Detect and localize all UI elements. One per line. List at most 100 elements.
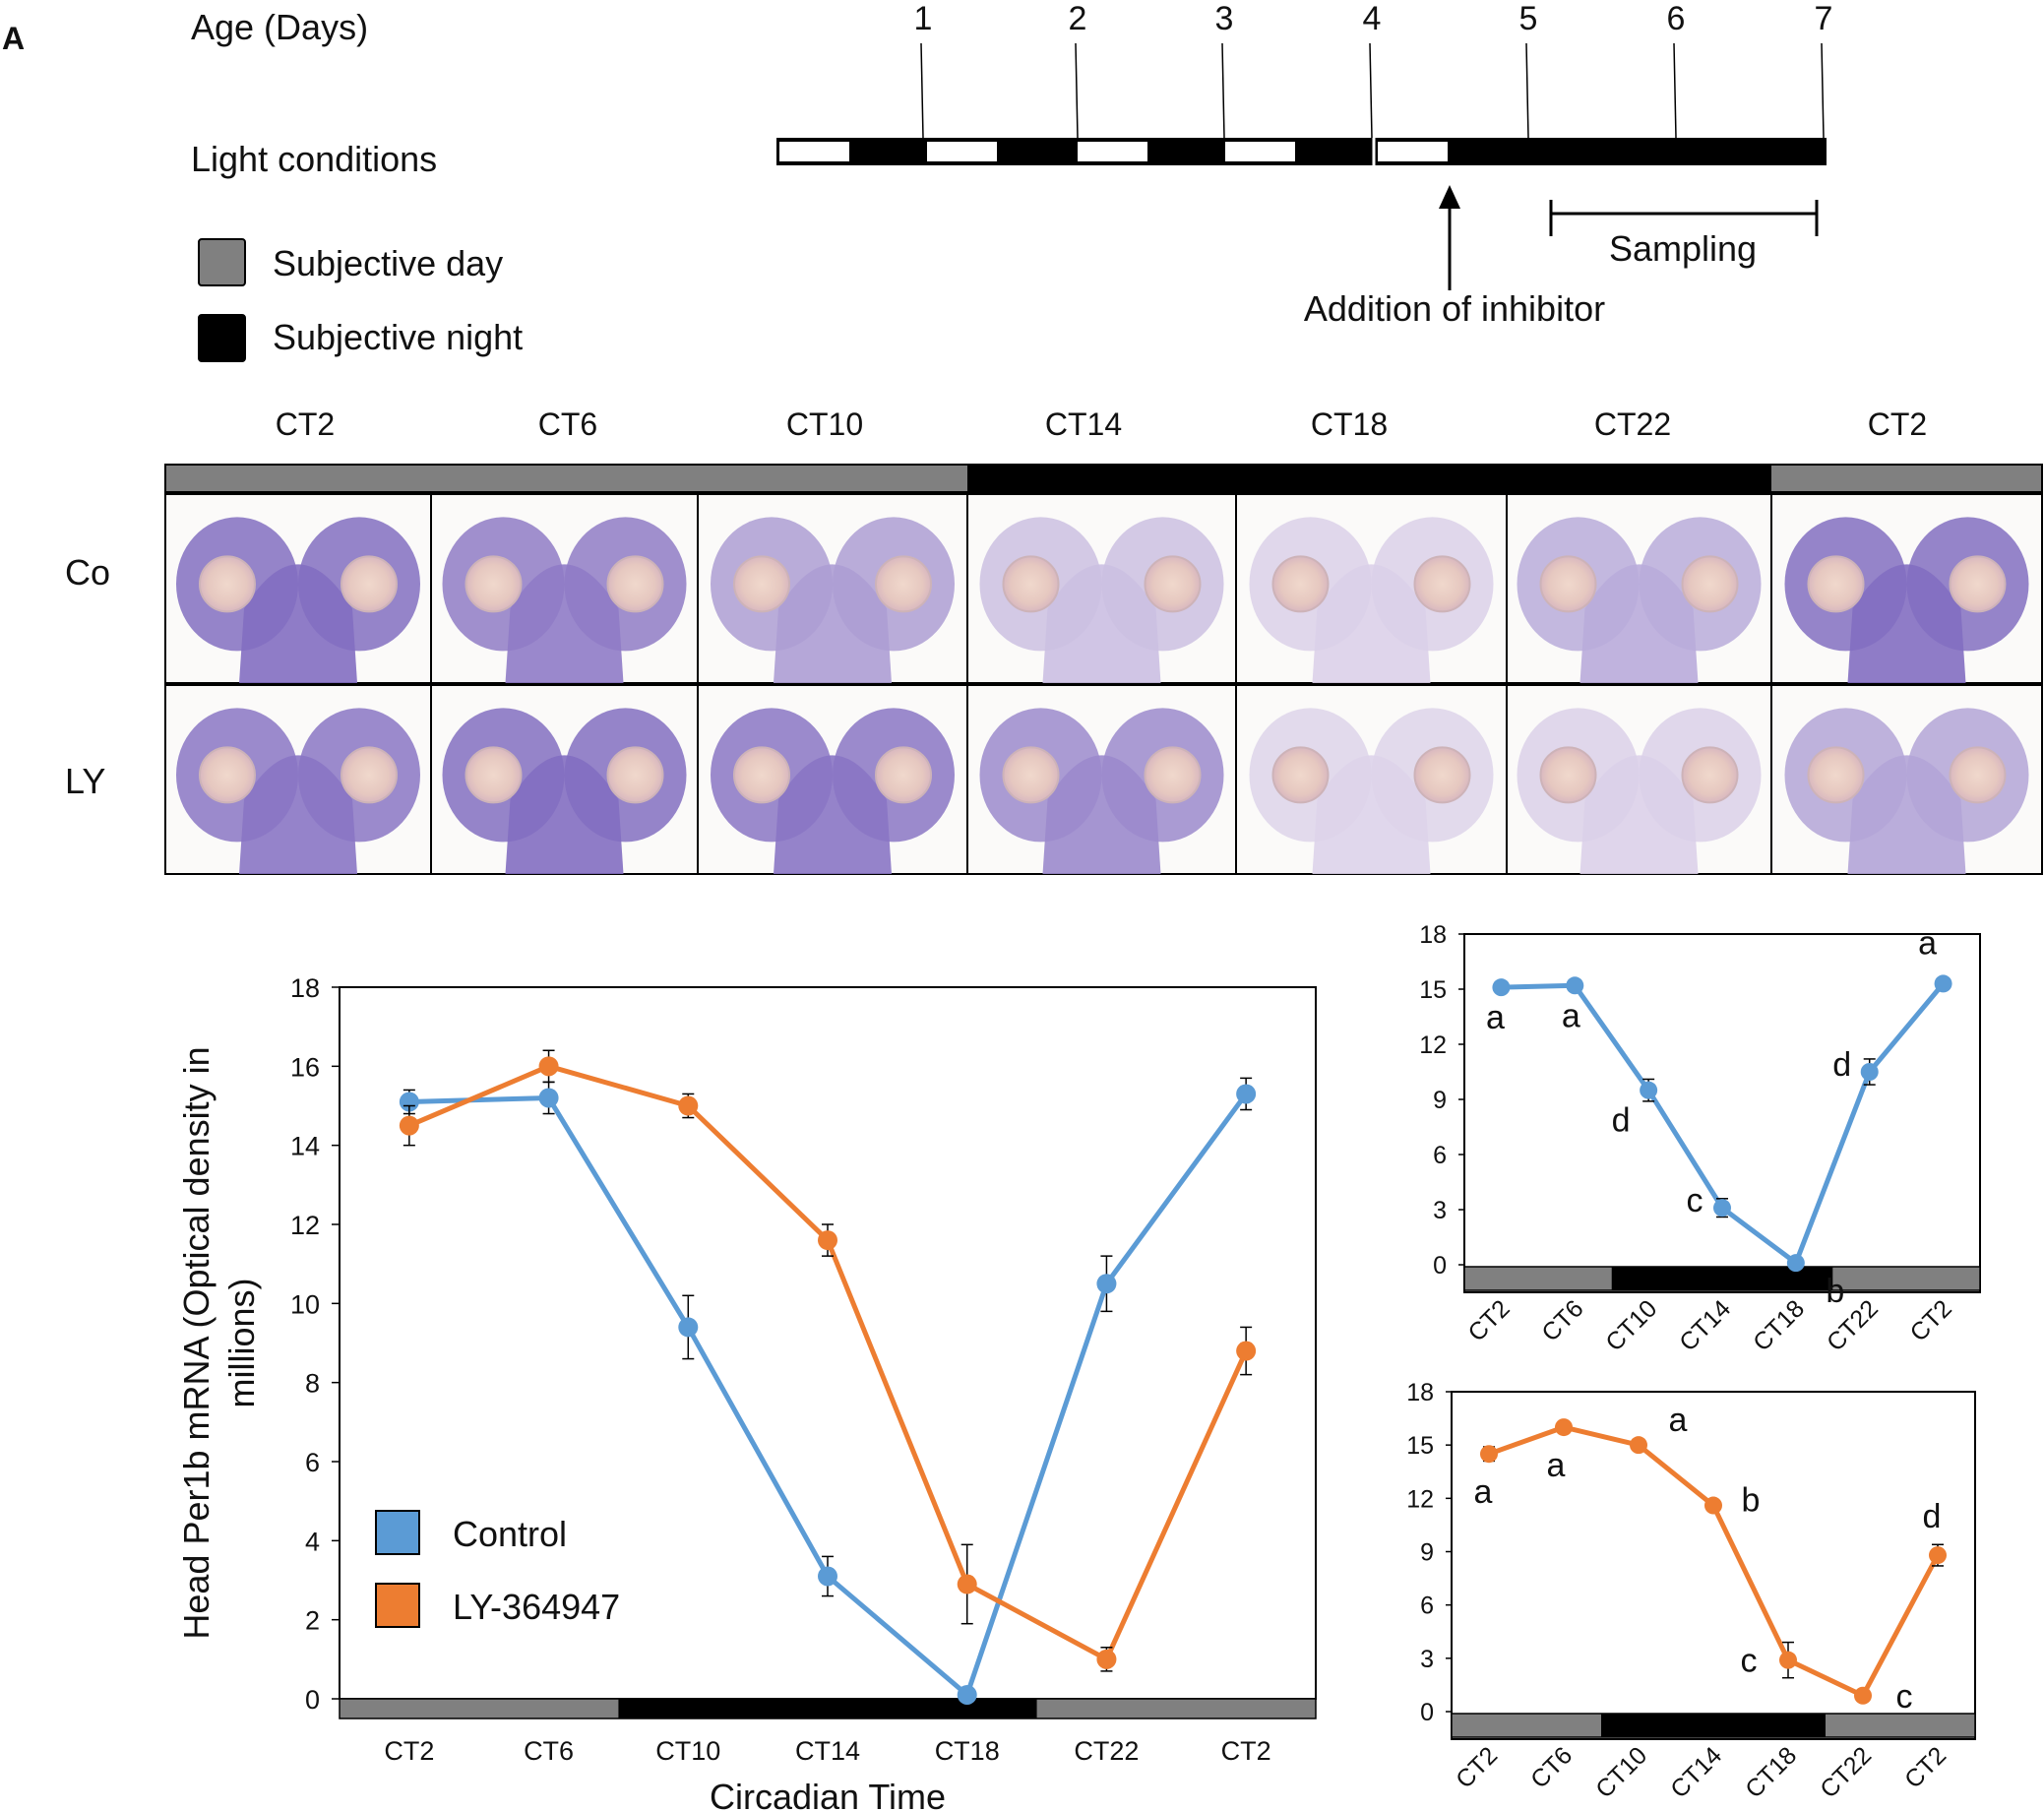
x-tick-label: CT18 bbox=[1740, 1741, 1802, 1803]
ly364947-point bbox=[538, 1056, 559, 1077]
inhibitor-label: Addition of inhibitor bbox=[1304, 288, 1605, 329]
larva-eye-lens bbox=[199, 555, 256, 613]
larva-eye-lens bbox=[199, 746, 256, 804]
significance-letter: c bbox=[1741, 1643, 1758, 1680]
larva-eye-lens bbox=[1002, 555, 1060, 613]
subjective-day-segment bbox=[1906, 1267, 1981, 1290]
legend-swatch bbox=[375, 1583, 420, 1628]
control-point bbox=[538, 1088, 559, 1108]
control-point bbox=[818, 1566, 837, 1587]
plot-area bbox=[1463, 933, 1981, 1293]
control-point bbox=[1096, 1274, 1117, 1294]
larva-head-image bbox=[966, 493, 1237, 684]
subjective-day-bar bbox=[431, 465, 698, 492]
subjective-night-label: Subjective night bbox=[273, 317, 523, 357]
light-phase-segment bbox=[779, 142, 849, 161]
subjective-night-segment bbox=[1601, 1714, 1677, 1737]
subjective-day-segment bbox=[340, 1699, 480, 1718]
y-tick-label: 0 bbox=[305, 1685, 320, 1715]
subjective-day-swatch bbox=[198, 238, 246, 286]
larva-eye-lens bbox=[1144, 746, 1202, 804]
control-point bbox=[678, 1317, 699, 1338]
y-tick-label: 6 bbox=[1433, 1142, 1447, 1169]
y-tick-label: 18 bbox=[1406, 1379, 1434, 1406]
ly364947-point bbox=[1096, 1649, 1117, 1669]
y-tick-label: 9 bbox=[1420, 1539, 1434, 1567]
y-axis-title-line: millions) bbox=[221, 1278, 262, 1407]
subjective-day-bar bbox=[698, 465, 967, 492]
larva-eye-lens bbox=[1807, 555, 1865, 613]
significance-letter: c bbox=[1687, 1182, 1703, 1219]
x-tick-label: CT2 bbox=[1462, 1294, 1515, 1346]
light-timeline: 1 2 3 4 5 6 7 bbox=[776, 0, 1832, 290]
light-phase-segment bbox=[1378, 142, 1448, 161]
larva-eye-lens bbox=[1807, 746, 1865, 804]
y-tick-label: 12 bbox=[290, 1211, 320, 1240]
larva-head-image bbox=[1235, 493, 1508, 684]
timepoint-label: CT2 bbox=[1868, 406, 1927, 442]
larva-eye-lens bbox=[1539, 555, 1597, 613]
significance-letter: a bbox=[1918, 924, 1937, 962]
significance-letter: b bbox=[1742, 1482, 1761, 1520]
series-point bbox=[1480, 1445, 1498, 1464]
y-tick-label: 9 bbox=[1433, 1087, 1447, 1114]
series-point bbox=[1786, 1254, 1805, 1273]
day-tick bbox=[1221, 42, 1225, 139]
series-point bbox=[1779, 1651, 1797, 1669]
y-axis-title-line: Head Per1b mRNA (Optical density in bbox=[176, 1046, 217, 1639]
larva-eye-lens bbox=[341, 555, 398, 613]
day-tick bbox=[1821, 42, 1825, 139]
subjective-night-segment bbox=[897, 1699, 1038, 1718]
timepoint-label: CT6 bbox=[538, 406, 597, 442]
y-tick-label: 15 bbox=[1419, 976, 1447, 1004]
x-tick-label: CT18 bbox=[935, 1736, 1000, 1766]
day-number-label: 6 bbox=[1667, 0, 1686, 37]
larva-head-image bbox=[430, 493, 699, 684]
larva-head-image bbox=[1770, 684, 2043, 875]
main-line-chart: 0 2 4 6 8 10 12 14 16 18 CT2 CT6 CT10 CT14 CT18 CT22 CT2… bbox=[176, 973, 1317, 1812]
significance-letter: c bbox=[1896, 1678, 1913, 1716]
light-phase-segment bbox=[927, 142, 997, 161]
day-night-strip-outline bbox=[1451, 1713, 1976, 1738]
y-tick-label: 16 bbox=[290, 1052, 320, 1082]
sampling-label: Sampling bbox=[1609, 228, 1757, 269]
series-point bbox=[1492, 978, 1511, 997]
significance-letter: d bbox=[1612, 1102, 1631, 1140]
legend-label: LY-364947 bbox=[453, 1587, 620, 1627]
significance-letter: d bbox=[1832, 1046, 1851, 1084]
subjective-night-bar bbox=[1507, 465, 1771, 492]
day-tick bbox=[1075, 42, 1079, 139]
y-tick-label: 6 bbox=[1420, 1593, 1434, 1620]
x-tick-label: CT22 bbox=[1815, 1741, 1877, 1803]
day-tick bbox=[1369, 42, 1373, 139]
inhibitor-arrow-head bbox=[1439, 185, 1460, 209]
timepoint-label: CT22 bbox=[1594, 406, 1671, 442]
larva-eye-lens bbox=[1413, 746, 1471, 804]
y-tick-label: 12 bbox=[1406, 1485, 1434, 1513]
y-tick-label: 4 bbox=[305, 1527, 320, 1556]
larva-eye-lens bbox=[733, 555, 790, 613]
y-tick-label: 12 bbox=[1419, 1031, 1447, 1059]
x-axis-title: Circadian Time bbox=[710, 1777, 946, 1812]
y-tick-label: 10 bbox=[290, 1289, 320, 1319]
light-phase-segment bbox=[1225, 142, 1295, 161]
y-tick-label: 18 bbox=[1419, 921, 1447, 949]
control-point bbox=[399, 1092, 419, 1112]
subjective-night-segment bbox=[618, 1699, 759, 1718]
light-phase-segment bbox=[1078, 142, 1147, 161]
larva-eye-lens bbox=[1681, 746, 1739, 804]
x-tick-label: CT10 bbox=[1590, 1741, 1652, 1803]
x-tick-label: CT2 bbox=[1221, 1736, 1271, 1766]
subjective-day-label: Subjective day bbox=[273, 243, 503, 283]
subjective-night-bar bbox=[967, 465, 1236, 492]
larva-eye-lens bbox=[1949, 555, 2007, 613]
ly364947-point bbox=[399, 1115, 419, 1136]
larva-eye-lens bbox=[606, 555, 664, 613]
larva-eye-lens bbox=[1949, 746, 2007, 804]
larva-head-image bbox=[430, 684, 699, 875]
day-number-label: 3 bbox=[1215, 0, 1234, 37]
y-tick-label: 3 bbox=[1433, 1197, 1447, 1224]
in-situ-image-grid: CT2 CT6 CT10 CT14 CT18 CT22 CT2 Co LY bbox=[65, 406, 2043, 875]
day-night-strip-outline bbox=[1463, 1266, 1981, 1291]
